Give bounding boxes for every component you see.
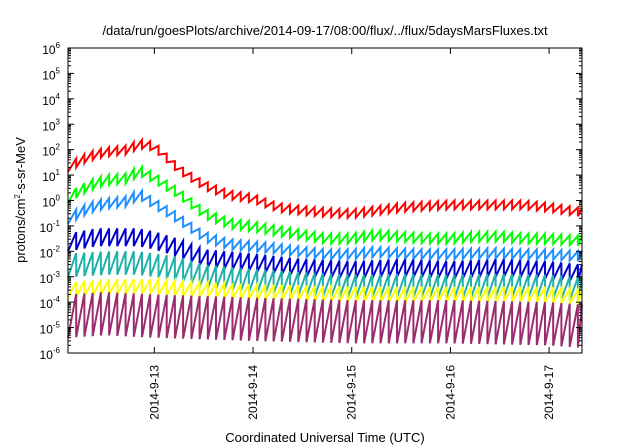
y-tick-label: 100 [42, 194, 60, 210]
y-tick-label: 105 [42, 66, 60, 82]
y-tick-exponent: -1 [53, 219, 61, 228]
x-tick-label: 2014-9-15 [345, 365, 359, 420]
y-tick-label: 10-4 [40, 295, 61, 311]
y-tick-base: 10 [42, 196, 56, 210]
x-tick-label: 2014-9-16 [443, 365, 457, 420]
x-axis: 2014-9-13 2014-9-14 2014-9-15 2014-9-16 2014… [147, 48, 556, 420]
x-tick-label: 2014-9-17 [542, 365, 556, 420]
y-tick-exponent: -4 [53, 295, 61, 304]
y-tick-exponent: -5 [53, 321, 61, 330]
y-tick-base: 10 [40, 323, 54, 337]
y-tick-exponent: 0 [56, 194, 61, 203]
series-line [67, 250, 583, 302]
y-tick-exponent: 5 [56, 66, 61, 75]
y-axis-label: protons/cm2-s-sr-MeV [13, 137, 28, 263]
y-axis-label-rest: -s-sr-MeV [13, 137, 28, 194]
y-tick-label: 101 [42, 168, 60, 184]
x-tick-label: 2014-9-13 [147, 365, 161, 420]
y-axis-label-sup: 2 [13, 194, 22, 199]
y-tick-base: 10 [40, 221, 54, 235]
y-tick-exponent: -3 [53, 270, 61, 279]
y-tick-exponent: 2 [56, 143, 61, 152]
y-tick-base: 10 [40, 272, 54, 286]
y-tick-base: 10 [42, 119, 56, 133]
series-line [67, 187, 583, 264]
series-layer [67, 136, 583, 348]
y-tick-label: 104 [42, 92, 60, 108]
y-tick-base: 10 [42, 68, 56, 82]
y-tick-base: 10 [42, 43, 56, 57]
y-tick-label: 106 [42, 41, 60, 57]
chart-title: /data/run/goesPlots/archive/2014-09-17/0… [102, 23, 548, 38]
y-tick-exponent: -2 [53, 244, 61, 253]
y-tick-label: 10-2 [40, 244, 61, 260]
y-tick-base: 10 [42, 145, 56, 159]
y-axis: 10-610-510-410-310-210-11001011021031041… [40, 41, 582, 362]
y-tick-exponent: -6 [53, 346, 61, 355]
y-tick-base: 10 [42, 94, 56, 108]
y-tick-label: 10-1 [40, 219, 61, 235]
x-tick-label: 2014-9-14 [246, 365, 260, 420]
y-tick-base: 10 [42, 170, 56, 184]
series-line [67, 292, 583, 348]
y-tick-exponent: 4 [56, 92, 61, 101]
y-tick-label: 10-6 [40, 346, 61, 362]
x-axis-label: Coordinated Universal Time (UTC) [225, 430, 424, 445]
y-tick-base: 10 [40, 348, 54, 362]
y-tick-base: 10 [40, 246, 54, 260]
y-tick-exponent: 1 [56, 168, 61, 177]
y-tick-label: 102 [42, 143, 60, 159]
y-tick-label: 10-3 [40, 270, 61, 286]
series-line [67, 163, 583, 248]
y-tick-exponent: 3 [56, 117, 61, 126]
series-line [67, 136, 583, 221]
y-tick-base: 10 [40, 297, 54, 311]
y-tick-exponent: 6 [56, 41, 61, 50]
y-axis-label-base: protons/cm [13, 199, 28, 263]
y-tick-label: 10-5 [40, 321, 61, 337]
series-line [67, 275, 583, 309]
series-line [67, 227, 583, 283]
y-tick-label: 103 [42, 117, 60, 133]
